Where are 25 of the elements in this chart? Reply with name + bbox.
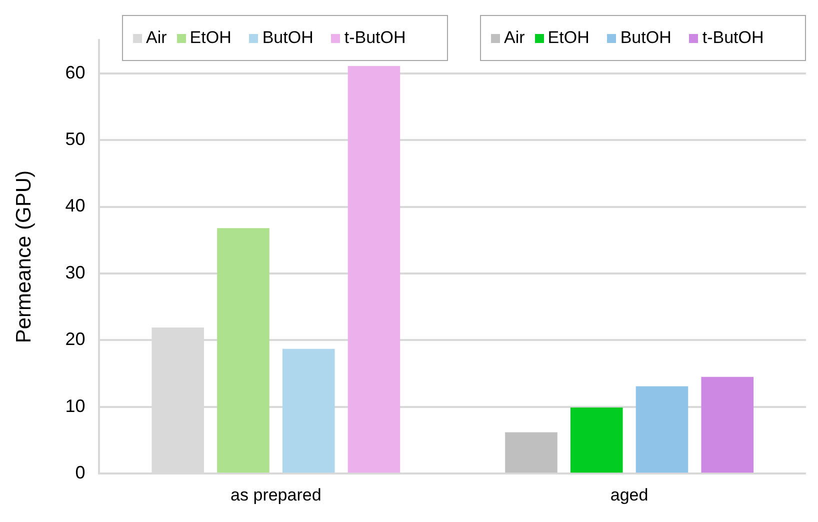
y-tick-label: 20 [65, 329, 86, 350]
y-tick-label: 40 [65, 196, 86, 216]
text: t-ButOH [702, 28, 764, 47]
y-tick-label: 10 [65, 396, 86, 416]
legend-label: t-ButOH [344, 28, 406, 48]
y-tick-label: 0 [75, 462, 86, 483]
bar [636, 386, 688, 473]
y-tick-label: 50 [65, 129, 86, 150]
legend-label: Air [146, 28, 167, 48]
bar [505, 432, 558, 473]
text: ButOH [620, 28, 672, 47]
x-tick-label: aged [610, 485, 648, 504]
text: EtOH [548, 28, 590, 47]
y-axis-title: Permeance (GPU) [12, 170, 36, 344]
bar [701, 376, 754, 473]
x-tick-label: as prepared [230, 485, 322, 504]
legend-label: EtOH [190, 28, 232, 48]
bar [282, 348, 335, 473]
y-tick-label: 60 [65, 62, 86, 82]
bar [217, 228, 270, 473]
y-tick-label: 30 [65, 262, 86, 282]
legend-label: ButOH [262, 28, 314, 48]
bar [348, 66, 400, 473]
text: Air [504, 28, 525, 47]
bar [570, 408, 623, 473]
